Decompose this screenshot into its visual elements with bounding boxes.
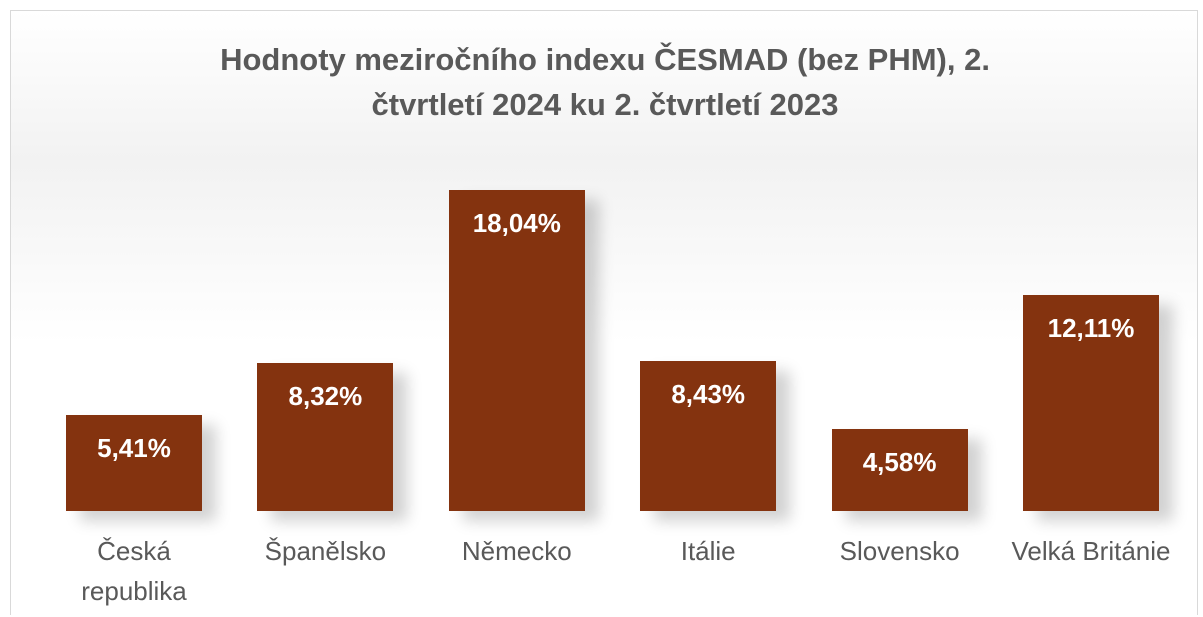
- bar: [448, 189, 585, 511]
- data-label: 18,04%: [472, 207, 561, 238]
- data-label: 12,11%: [1047, 313, 1135, 344]
- x-tick-label: Slovensko: [839, 536, 960, 566]
- bar: [1023, 295, 1159, 511]
- x-tick-label: Německo: [461, 536, 572, 566]
- chart: Hodnoty meziročního indexu ČESMAD (bez P…: [10, 10, 1198, 615]
- x-tick-label: Španělsko: [264, 536, 387, 566]
- x-tick-label: Itálie: [680, 536, 736, 566]
- x-tick-label: Česká republika: [81, 536, 187, 606]
- bar: [640, 360, 777, 511]
- bar: [66, 414, 202, 511]
- x-tick-label: Velká Británie: [1011, 536, 1171, 566]
- data-label: 8,43%: [671, 378, 746, 409]
- chart-title: Hodnoty meziročního indexu ČESMAD (bez P…: [220, 42, 990, 122]
- bar: [257, 362, 394, 511]
- data-label: 8,32%: [288, 380, 363, 411]
- data-label: 5,41%: [97, 432, 171, 463]
- data-label: 4,58%: [862, 447, 937, 478]
- bar: [831, 429, 968, 511]
